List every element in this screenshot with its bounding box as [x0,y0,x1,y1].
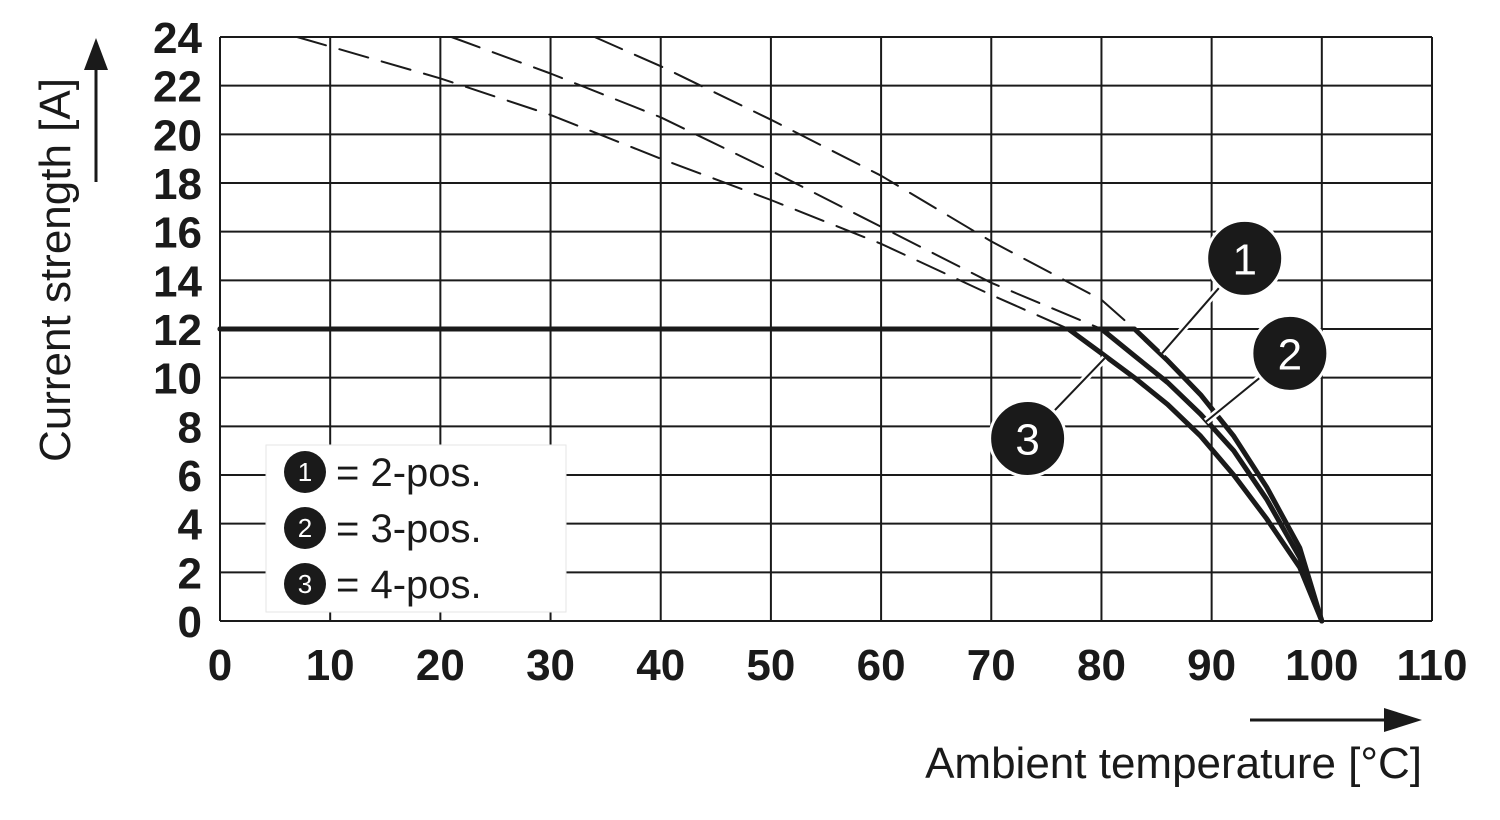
legend-label: = 4-pos. [336,563,482,607]
y-tick-label: 22 [153,63,202,112]
y-tick-label: 14 [153,257,202,306]
series-lines [217,36,1325,624]
x-axis-title-group: Ambient temperature [°C] [925,708,1422,788]
x-tick-label: 90 [1187,641,1236,690]
y-axis-title: Current strength [A] [31,78,80,462]
y-axis-arrow-icon [84,38,108,70]
y-tick-label: 20 [153,111,202,160]
x-axis-arrow-icon [1384,708,1422,732]
legend-label: = 2-pos. [336,451,482,495]
x-tick-label: 70 [967,641,1016,690]
series-line-3-dashed [296,36,1070,330]
callout-marker [1205,218,1285,298]
callout-marker [988,399,1068,478]
x-tick-label: 10 [306,641,355,690]
legend: 1 = 2-pos. 2 = 3-pos. 3 = 4-pos. [265,444,567,613]
legend-marker [284,507,326,549]
series-markers: 12 3 [988,218,1330,478]
y-tick-label: 18 [153,160,202,209]
legend-label: = 3-pos. [336,507,482,551]
series-line-3-solid [217,326,1325,624]
y-tick-label: 0 [178,598,202,647]
x-tick-label: 0 [208,641,232,690]
y-tick-label: 6 [178,452,202,501]
x-tick-label: 80 [1077,641,1126,690]
x-tick-label: 20 [416,641,465,690]
callout-marker-number: 3 [1015,416,1039,465]
series-line-2-dashed [450,36,1103,330]
x-tick-label: 110 [1397,641,1468,690]
y-tick-label: 12 [153,306,202,355]
legend-marker-number: 3 [298,569,312,599]
x-tick-label: 50 [746,641,795,690]
x-axis-title: Ambient temperature [°C] [925,739,1422,788]
callout-marker-number: 1 [1232,235,1256,284]
y-tick-label: 4 [178,501,203,550]
x-tick-label: 100 [1285,641,1358,690]
legend-marker [284,563,326,605]
legend-marker-number: 2 [298,513,312,543]
grid [219,36,1433,622]
x-tick-label: 40 [636,641,685,690]
x-tick-label: 30 [526,641,575,690]
legend-marker [284,451,326,493]
series-line-1-dashed [593,36,1136,330]
tick-labels: 0 10 20 30 40 50 60 70 80 90 100 110024681012141618… [153,14,1467,690]
y-tick-label: 16 [153,209,202,258]
y-axis-title-group: Current strength [A] [31,38,108,462]
y-tick-label: 2 [178,549,202,598]
callout-marker [1250,313,1330,393]
y-tick-label: 8 [178,403,202,452]
legend-marker-number: 1 [298,457,312,487]
y-tick-label: 24 [153,14,202,63]
callout-marker-number: 2 [1278,330,1302,379]
series-line-2-solid [217,326,1325,624]
x-tick-label: 60 [857,641,906,690]
y-tick-label: 10 [153,355,202,404]
